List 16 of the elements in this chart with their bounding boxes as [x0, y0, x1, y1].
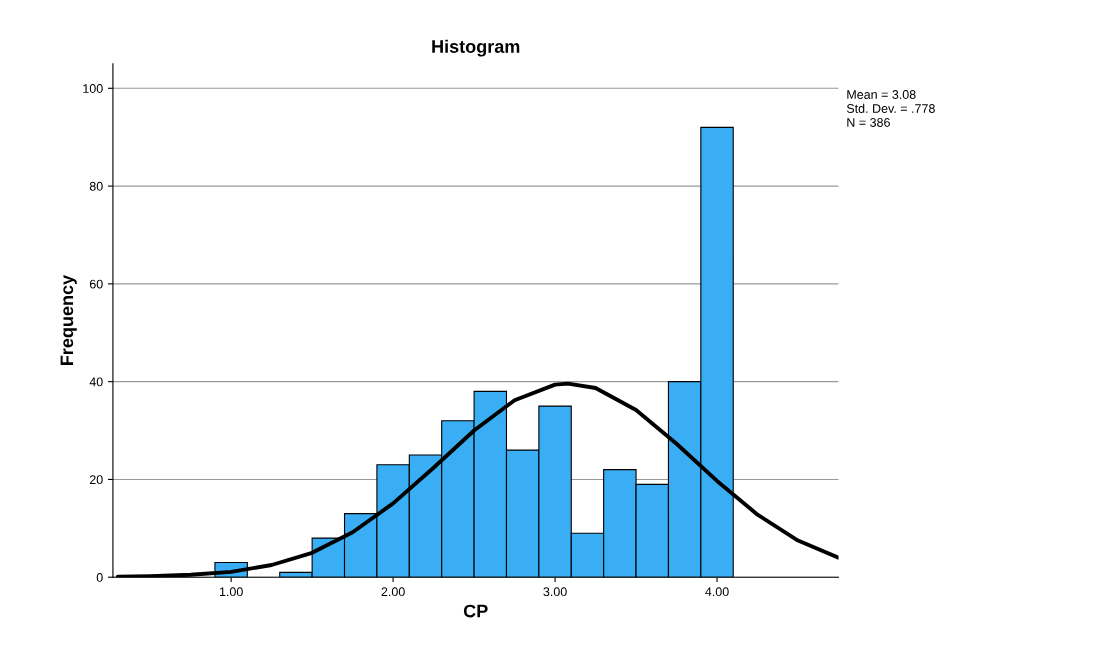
- y-tick-label: 60: [89, 279, 103, 289]
- chart-title: Histogram: [432, 39, 520, 57]
- x-tick-label: 3.00: [543, 587, 567, 597]
- x-tick-label: 4.00: [705, 587, 729, 597]
- x-tick-label: 1.00: [219, 587, 243, 597]
- x-axis-title: CP: [463, 604, 488, 618]
- text: Mean = 3.08: [847, 90, 916, 99]
- y-tick-label: 40: [89, 377, 103, 387]
- text: N = 386: [847, 118, 890, 127]
- y-axis-title: Frequency: [60, 274, 77, 365]
- y-tick-label: 0: [96, 573, 103, 582]
- text: Std. Dev. = .778: [846, 103, 935, 113]
- y-tick-label: 20: [89, 475, 103, 485]
- x-tick-label: 2.00: [381, 587, 405, 597]
- y-tick-label: 80: [89, 181, 103, 191]
- y-tick-label: 100: [83, 84, 103, 93]
